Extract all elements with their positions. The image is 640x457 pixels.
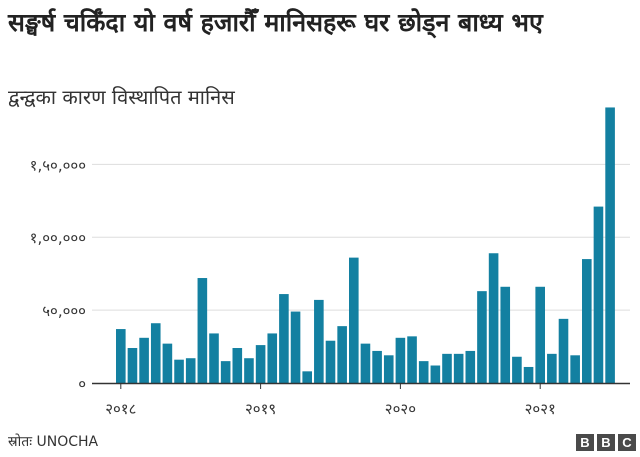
bar	[162, 343, 173, 383]
source-note: स्रोतः UNOCHA	[8, 434, 99, 450]
bars	[116, 107, 615, 384]
bar	[267, 333, 278, 383]
bar-chart: ० ५०,००० १,००,००० १,५०,००० २०१८ २०१९ २०२० २०२१	[30, 107, 630, 418]
grid-lines	[92, 163, 630, 311]
x-tick-label: २०२०	[385, 400, 416, 418]
bar	[279, 294, 289, 383]
bar	[255, 345, 266, 383]
bar	[174, 359, 184, 383]
bar	[535, 286, 545, 383]
y-tick-label: ५०,०००	[42, 302, 86, 320]
x-tick-label: २०१९	[245, 400, 276, 418]
bbc-logo: B B C	[576, 434, 636, 451]
axes: ० ५०,००० १,००,००० १,५०,००० २०१८ २०१९ २०२० २०२१	[30, 156, 630, 418]
bar	[383, 355, 394, 383]
bar	[465, 350, 476, 383]
bar	[360, 343, 371, 383]
y-tick-label: १,५०,०००	[30, 156, 86, 174]
logo-letter: B	[576, 434, 594, 451]
bar	[605, 107, 615, 384]
bar	[139, 337, 149, 383]
x-tick-label: २०२१	[525, 400, 556, 418]
bar	[197, 278, 208, 383]
bar	[302, 371, 312, 383]
logo-letter: C	[618, 434, 636, 451]
y-tick-label: ०	[78, 375, 86, 393]
logo-letter: B	[597, 434, 615, 451]
bar	[488, 253, 499, 383]
bar	[523, 366, 534, 383]
bar	[430, 365, 441, 383]
bar	[558, 318, 569, 383]
y-tick-label: १,००,०००	[30, 229, 86, 247]
bar	[582, 259, 592, 383]
bar	[547, 353, 557, 383]
bar	[185, 358, 196, 383]
bar	[442, 353, 452, 383]
bar	[500, 286, 511, 383]
bar	[127, 348, 138, 383]
bar	[407, 336, 417, 383]
bar	[150, 323, 161, 383]
bar	[232, 348, 243, 383]
bar	[290, 311, 301, 383]
x-tick-label: २०१८	[105, 400, 136, 418]
bar	[418, 361, 429, 383]
chart-subtitle: द्वन्द्वका कारण विस्थापित मानिस	[8, 85, 235, 109]
bar	[325, 340, 336, 383]
bar	[372, 350, 382, 383]
bar	[314, 299, 324, 383]
bar	[453, 353, 464, 383]
bar	[209, 333, 219, 383]
bar	[570, 355, 580, 383]
bar	[116, 329, 126, 383]
chart-title: सङ्घर्ष चर्किँदा यो वर्ष हजारौँ मानिसहरू…	[8, 8, 543, 37]
bar	[244, 358, 254, 383]
bar	[512, 356, 522, 383]
bar	[477, 291, 487, 383]
bar	[593, 206, 604, 383]
bar	[220, 361, 231, 383]
bar	[395, 337, 406, 383]
bar	[337, 326, 347, 383]
bar	[349, 257, 359, 383]
